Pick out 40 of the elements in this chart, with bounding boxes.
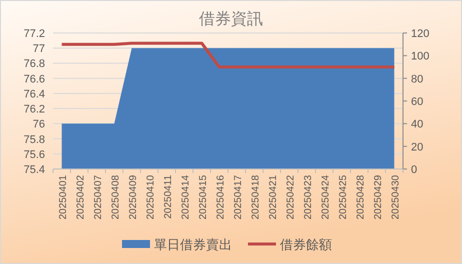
y-tick-label: 75.6 (24, 148, 45, 161)
legend-label: 借券餘額 (280, 237, 332, 252)
x-tick-label: 20250410 (145, 174, 156, 220)
y-tick-label: 75.4 (24, 164, 45, 176)
y2-tick-label: 40 (411, 118, 424, 131)
x-tick-label: 20250421 (268, 174, 279, 220)
x-tick-label: 20250424 (320, 174, 332, 220)
legend-label: 單日借券賣出 (154, 237, 232, 252)
x-tick-label: 20250430 (390, 174, 402, 220)
y2-tick-label: 120 (411, 28, 430, 40)
x-tick-label: 20250414 (180, 174, 192, 220)
x-tick-label: 20250425 (338, 174, 349, 220)
x-tick-label: 20250401 (58, 174, 69, 220)
chart-title: 借券資訊 (199, 10, 263, 28)
x-tick-label: 20250411 (162, 174, 174, 219)
y-tick-label: 76.8 (24, 58, 45, 70)
y2-tick-label: 80 (411, 73, 424, 86)
x-tick-label: 20250417 (232, 174, 244, 220)
y-tick-label: 76.6 (24, 73, 45, 86)
x-tick-label: 20250409 (128, 174, 139, 220)
y-tick-label: 77 (32, 43, 45, 56)
y-tick-label: 77.2 (24, 28, 45, 40)
y-tick-label: 75.8 (24, 134, 45, 146)
x-tick-label: 20250428 (355, 174, 366, 220)
x-tick-label: 20250418 (250, 174, 262, 220)
y-tick-label: 76.2 (24, 104, 45, 116)
x-tick-label: 20250423 (302, 174, 314, 220)
y-tick-label: 76.4 (24, 88, 45, 100)
y-tick-label: 76 (32, 118, 45, 131)
y2-tick-label: 60 (411, 96, 424, 108)
x-tick-label: 20250416 (215, 174, 226, 220)
y2-tick-label: 100 (411, 50, 430, 63)
x-tick-label: 20250402 (75, 174, 86, 220)
x-tick-label: 20250415 (198, 174, 209, 220)
y2-tick-label: 20 (411, 141, 424, 154)
y2-tick-label: 0 (411, 164, 418, 176)
x-tick-label: 20250429 (372, 174, 384, 220)
x-tick-label: 20250407 (92, 174, 104, 220)
x-tick-label: 20250422 (285, 174, 296, 220)
x-tick-label: 20250408 (110, 174, 122, 220)
